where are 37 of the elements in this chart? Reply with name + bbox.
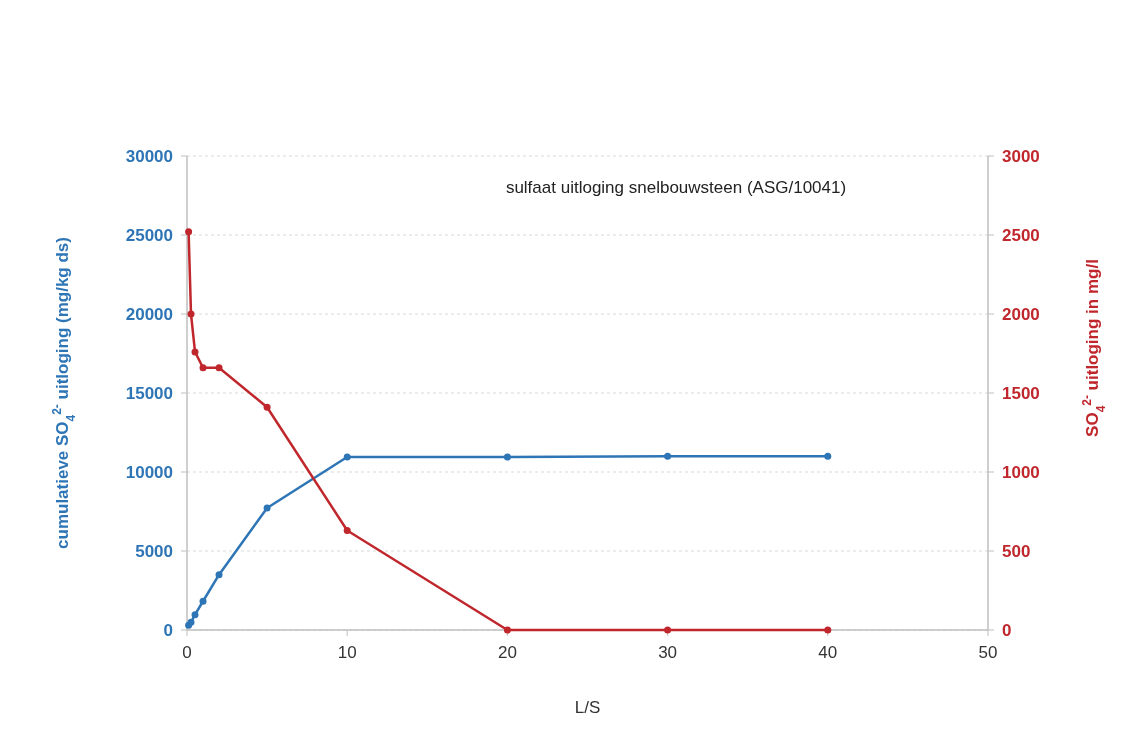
point — [824, 452, 832, 460]
y-tick-label: 0 — [163, 620, 173, 640]
point — [664, 452, 672, 460]
y-tick-label: 25000 — [125, 225, 173, 245]
point — [343, 526, 351, 534]
y2-tick-label: 500 — [1002, 541, 1031, 561]
x-axis-title: L/S — [574, 698, 601, 717]
x-tick-label: 50 — [978, 643, 998, 662]
y2-tick-label: 1000 — [1002, 462, 1040, 482]
y2-tick-label: 1500 — [1002, 383, 1040, 403]
y2-tick-label: 2000 — [1002, 304, 1040, 324]
y-tick-label: 5000 — [135, 541, 173, 561]
point — [191, 611, 199, 619]
y2-tick-label: 3000 — [1002, 146, 1040, 166]
point — [263, 504, 271, 512]
x-tick-label: 40 — [818, 643, 838, 662]
text: sulfaat uitloging snelbouwsteen (ASG/10041) — [505, 178, 847, 197]
point — [199, 597, 207, 605]
x-tick-label: 20 — [497, 643, 517, 662]
point — [199, 364, 207, 372]
point — [343, 453, 351, 461]
point — [215, 571, 223, 579]
point — [185, 228, 193, 236]
x-tick-label: 10 — [337, 643, 357, 662]
x-tick-label: 30 — [658, 643, 678, 662]
point — [187, 310, 195, 318]
y2-tick-label: 0 — [1002, 620, 1012, 640]
point — [263, 403, 271, 411]
point — [503, 453, 511, 461]
point — [191, 348, 199, 356]
y-tick-label: 20000 — [125, 304, 173, 324]
point — [215, 364, 223, 372]
y2-tick-label: 2500 — [1002, 225, 1040, 245]
x-tick-label: 0 — [182, 643, 192, 662]
y-tick-label: 30000 — [125, 146, 173, 166]
y-tick-label: 15000 — [125, 383, 173, 403]
y-tick-label: 10000 — [125, 462, 173, 482]
